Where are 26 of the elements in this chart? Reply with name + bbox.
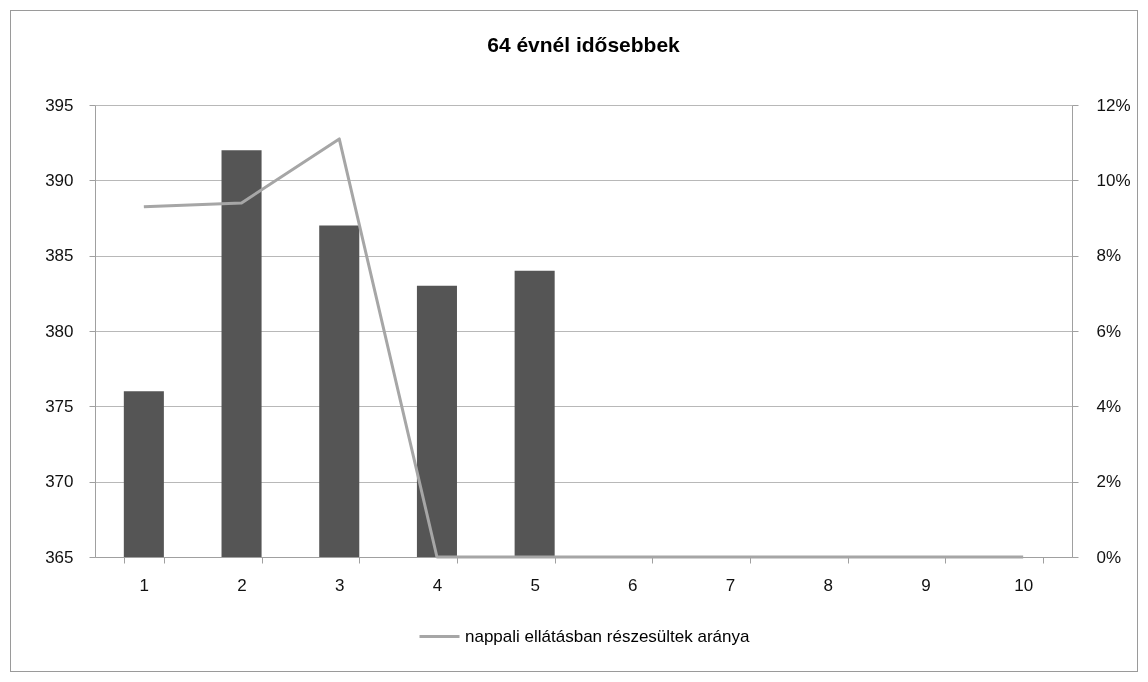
x-tick-label: 2	[237, 575, 247, 595]
y2-tick-label: 2%	[1096, 472, 1122, 492]
x-tick-label: 8	[823, 575, 833, 595]
x-tick-label: 3	[335, 575, 345, 595]
y2-tick-label: 4%	[1096, 396, 1122, 416]
chart-title: 64 évnél idősebbek	[487, 33, 681, 56]
y2-tick-label: 12%	[1096, 95, 1131, 115]
x-tick-label: 6	[628, 575, 638, 595]
x-tick-label: 1	[139, 575, 150, 595]
y-tick-label: 385	[45, 246, 74, 266]
x-tick-label: 7	[725, 575, 736, 595]
y-tick-label: 380	[45, 321, 74, 341]
y2-tick-label: 6%	[1096, 321, 1122, 341]
y2-tick-label: 8%	[1096, 246, 1122, 266]
y2-tick-label: 0%	[1096, 547, 1122, 567]
y-tick-label: 370	[45, 472, 74, 492]
x-tick-label: 5	[530, 575, 540, 595]
y-tick-label: 390	[45, 170, 74, 190]
x-tick-label: 4	[432, 575, 443, 595]
legend-label: nappali ellátásban részesültek aránya	[465, 626, 750, 646]
y-tick-label: 375	[45, 396, 74, 416]
y-tick-label: 365	[45, 547, 74, 567]
y-tick-label: 395	[45, 95, 74, 115]
x-tick-label: 10	[1014, 575, 1034, 595]
x-tick-label: 9	[921, 575, 931, 595]
y2-tick-label: 10%	[1096, 170, 1131, 190]
